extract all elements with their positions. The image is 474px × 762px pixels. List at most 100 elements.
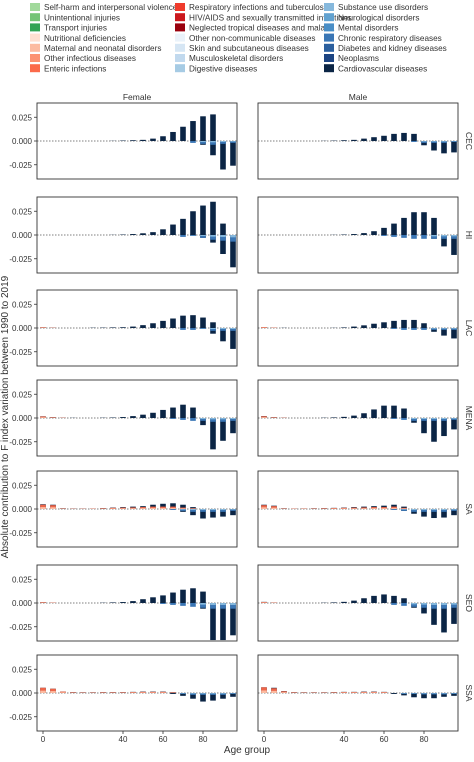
legend: Self-harm and interpersonal violenceUnin… (30, 3, 447, 73)
bar-segment-other-ncd (220, 418, 226, 419)
legend-label: Mental disorders (338, 24, 399, 33)
facet-panel (258, 197, 458, 273)
bar-segment-chronic (160, 603, 166, 604)
facet-column-title: Female (123, 92, 152, 102)
bar-positive (411, 134, 417, 141)
chart-panels (37, 103, 458, 731)
bar-positive (210, 114, 216, 141)
bar-segment-other-ncd (200, 603, 206, 605)
bar-positive (190, 588, 196, 603)
bar-positive (331, 602, 337, 603)
bar-negative (170, 693, 176, 694)
legend-swatch (30, 64, 40, 72)
bar-segment-maternal (140, 692, 146, 693)
bar-segment-other-ncd (441, 235, 447, 236)
bar-segment-maternal (401, 508, 407, 509)
y-tick-label: 0.000 (12, 137, 33, 146)
bar-segment-chronic (401, 418, 407, 420)
legend-label: Maternal and neonatal disorders (44, 44, 161, 53)
legend-label: Self-harm and interpersonal violence (44, 3, 178, 12)
bar-positive (170, 408, 176, 418)
bar-segment-other-ncd (220, 603, 226, 605)
bar-segment-maternal (271, 508, 277, 509)
bar-segment-chronic (381, 235, 387, 236)
bar-segment-chronic (190, 603, 196, 607)
facet-panel (258, 380, 458, 456)
bar-positive (110, 327, 116, 328)
bar-positive (401, 133, 407, 141)
bar-segment-other-ncd (451, 509, 457, 510)
bar-segment-maternal (371, 692, 377, 693)
bar-positive (371, 409, 377, 418)
bar-positive (140, 415, 146, 418)
bar-segment-other-ncd (230, 141, 236, 142)
bar-segment-other-ncd (441, 328, 447, 329)
bar-segment-other-ncd (210, 235, 216, 237)
y-tick-label: 0.025 (12, 575, 33, 584)
y-tick-label: 0.000 (12, 231, 33, 240)
bar-segment-other-ncd (401, 509, 407, 510)
legend-swatch (30, 34, 40, 42)
facet-panel (37, 471, 237, 547)
bar-segment-chronic (391, 328, 397, 329)
bar-positive (160, 321, 166, 328)
bar-segment-other-ncd (190, 693, 196, 694)
x-tick-label: 60 (380, 735, 389, 744)
bar-segment-chronic (190, 418, 196, 421)
bar-segment-other-ncd (230, 418, 236, 419)
bar-segment-chronic (391, 418, 397, 419)
facet-panel (258, 103, 458, 179)
bar-segment-maternal (361, 692, 367, 693)
bar-segment-maternal (341, 508, 347, 509)
bar-segment-chronic (170, 603, 176, 605)
bar-segment-maternal (130, 508, 136, 509)
bar-segment-other-ncd (190, 509, 196, 510)
bar-positive (200, 206, 206, 235)
bar-negative (230, 328, 236, 349)
facet-row-label: SA (464, 503, 474, 515)
bar-positive (411, 320, 417, 328)
bar-positive (361, 598, 367, 603)
y-tick-label: 0.000 (12, 689, 33, 698)
bar-segment-chronic (391, 235, 397, 237)
legend-label: Digestive diseases (189, 64, 257, 73)
legend-label: Neoplasms (338, 54, 379, 63)
bar-segment-chronic (401, 328, 407, 330)
bar-segment-other-ncd (421, 418, 427, 419)
legend-swatch (324, 64, 334, 72)
bar-positive (331, 417, 337, 418)
bar-positive (381, 228, 387, 235)
bar-segment-other-ncd (431, 235, 437, 236)
facet-row-label: HI (464, 231, 474, 240)
bar-positive (391, 224, 397, 235)
bar-segment-maternal (150, 508, 156, 509)
bar-positive (351, 140, 357, 141)
y-tick-label: 0.025 (12, 300, 33, 309)
x-tick-label: 80 (199, 735, 208, 744)
x-axis-title: Age group (224, 745, 271, 756)
facet-panel (258, 565, 458, 641)
bar-segment-maternal (60, 692, 66, 693)
bar-positive (170, 132, 176, 141)
bar-segment-maternal (160, 692, 166, 693)
bar-segment-other-ncd (421, 141, 427, 142)
y-tick-label: 0.025 (12, 207, 33, 216)
bar-positive (130, 327, 136, 328)
bar-segment-other-ncd (200, 141, 206, 142)
bar-positive (140, 599, 146, 603)
bar-segment-other-ncd (441, 509, 447, 510)
bar-segment-maternal (371, 508, 377, 509)
y-tick-label: 0.000 (12, 599, 33, 608)
bar-positive (361, 413, 367, 418)
bar-positive (371, 596, 377, 603)
bar-positive (160, 410, 166, 418)
bar-positive (190, 408, 196, 418)
bar-segment-other-ncd (411, 509, 417, 510)
bar-segment-other-ncd (230, 235, 236, 237)
bar-segment-other-ncd (210, 693, 216, 694)
bar-positive (421, 323, 427, 328)
legend-swatch (175, 34, 185, 42)
bar-segment-maternal (170, 508, 176, 509)
legend-swatch (324, 23, 334, 31)
